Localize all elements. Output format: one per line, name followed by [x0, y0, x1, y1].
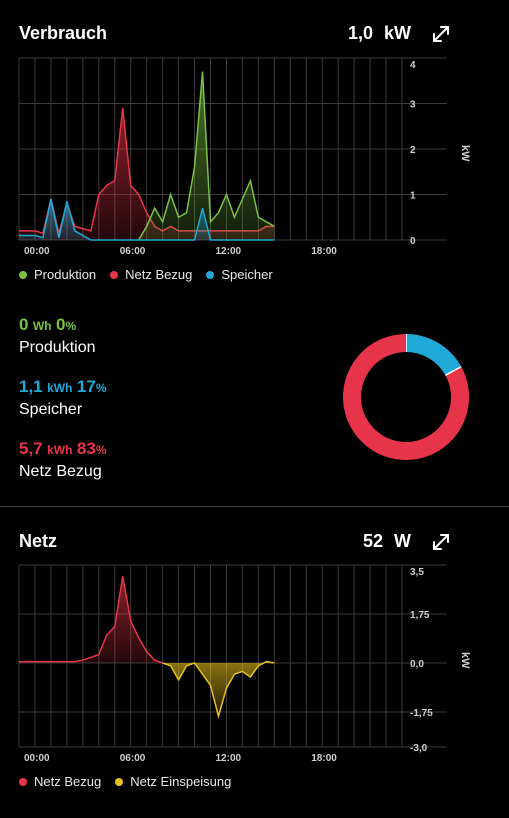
y-tick-label: 4	[410, 60, 416, 71]
series-line-production	[138, 71, 275, 241]
series-line-grid_import	[19, 576, 163, 664]
stat-percent: 0	[56, 315, 66, 334]
consumption-legend: Produktion Netz Bezug Speicher	[19, 267, 273, 282]
series-area-storage	[19, 199, 275, 240]
legend-dot-grid-import	[19, 777, 27, 786]
legend-item-production[interactable]: Produktion	[19, 267, 96, 282]
grid-legend: Netz Bezug Netz Einspeisung	[19, 774, 231, 789]
expand-arrows-icon[interactable]	[430, 23, 452, 45]
legend-label: Speicher	[221, 267, 273, 282]
x-tick-label: 00:00	[24, 753, 50, 764]
stat-percent: 17	[76, 377, 96, 396]
x-tick-label: 18:00	[311, 753, 337, 764]
y-tick-label: 0,0	[410, 659, 424, 670]
stat-percent: 83	[76, 439, 96, 458]
consumption-value-number: 1,0	[347, 23, 373, 43]
expand-arrows-icon[interactable]	[430, 531, 452, 553]
y-tick-label: -1,75	[410, 708, 433, 719]
legend-label: Netz Bezug	[125, 267, 193, 282]
y-axis-label: kW	[459, 145, 471, 162]
legend-label: Produktion	[34, 267, 97, 282]
legend-dot-production	[19, 270, 27, 279]
y-tick-label: -3,0	[410, 743, 428, 754]
y-tick-label: 1,75	[410, 610, 430, 621]
consumption-chart: 4 3 2 1 0 kW 00:00 06:00 12:00 18:00	[18, 57, 471, 257]
series-area-grid_import	[19, 576, 163, 663]
y-tick-label: 3,5	[410, 567, 424, 578]
stat-unit: kWh	[47, 443, 73, 457]
x-tick-label: 12:00	[216, 246, 242, 257]
legend-label: Netz Einspeisung	[130, 774, 232, 789]
stat-production: 0 Wh 0% Produktion	[19, 315, 96, 357]
x-tick-label: 00:00	[24, 246, 50, 257]
stat-label: Speicher	[19, 401, 83, 418]
stat-storage: 1,1 kWh 17% Speicher	[19, 377, 106, 419]
y-axis-label: kW	[459, 652, 471, 669]
x-tick-label: 12:00	[216, 753, 242, 764]
y-tick-label: 2	[410, 145, 416, 156]
legend-item-grid-import[interactable]: Netz Bezug	[19, 774, 101, 789]
legend-dot-storage	[206, 270, 215, 279]
y-tick-label: 3	[410, 100, 416, 111]
series-line-grid_export	[162, 660, 275, 720]
x-tick-label: 06:00	[120, 753, 146, 764]
legend-dot-grid-import	[110, 270, 119, 279]
consumption-card: Verbrauch 1,0 kW 4 3 2 1 0 kW 00:00 06:00 12:00 1…	[18, 23, 471, 481]
y-tick-label: 1	[410, 191, 416, 202]
grid-chart: 3,5 1,75 0,0 -1,75 -3,0 kW 00:00 06:00 12:00 18:0…	[18, 564, 471, 764]
x-tick-label: 18:00	[311, 246, 337, 257]
grid-card: Netz 52 W 3,5 1,75 0,0 -1,75 -3,0 kW 00:00 06:0…	[0, 507, 509, 818]
stat-label: Netz Bezug	[19, 463, 102, 480]
consumption-value-unit: kW	[384, 23, 411, 43]
stat-value: 0	[19, 315, 29, 334]
stat-value: 1,1	[19, 377, 43, 396]
grid-value-number: 52	[362, 531, 383, 551]
consumption-title: Verbrauch	[19, 23, 108, 43]
consumption-donut-chart	[343, 334, 469, 460]
donut-slice-storage	[405, 334, 462, 376]
stat-unit: kWh	[47, 381, 73, 395]
grid-value: 52 W	[363, 531, 411, 552]
series-line-storage	[19, 198, 275, 241]
x-tick-label: 06:00	[120, 246, 146, 257]
section-divider	[0, 506, 509, 507]
series-area-grid_export	[162, 661, 275, 717]
stat-percent-symbol: %	[95, 443, 107, 457]
legend-label: Netz Bezug	[34, 774, 102, 789]
stat-label: Produktion	[19, 339, 96, 356]
legend-item-storage[interactable]: Speicher	[206, 267, 273, 282]
legend-item-grid-import[interactable]: Netz Bezug	[110, 267, 192, 282]
stat-percent-symbol: %	[95, 381, 107, 395]
y-tick-label: 0	[410, 236, 416, 247]
stat-value: 5,7	[19, 439, 43, 458]
donut-slice-grid_import	[343, 334, 469, 460]
donut-separator	[445, 365, 462, 376]
grid-title: Netz	[19, 531, 58, 551]
consumption-value: 1,0 kW	[348, 23, 411, 44]
stat-grid-import: 5,7 kWh 83% Netz Bezug	[19, 439, 106, 481]
stat-unit: Wh	[32, 319, 52, 333]
legend-dot-grid-export	[115, 777, 124, 786]
grid-value-unit: W	[394, 531, 411, 551]
stat-percent-symbol: %	[65, 319, 77, 333]
legend-item-grid-export[interactable]: Netz Einspeisung	[115, 774, 231, 789]
